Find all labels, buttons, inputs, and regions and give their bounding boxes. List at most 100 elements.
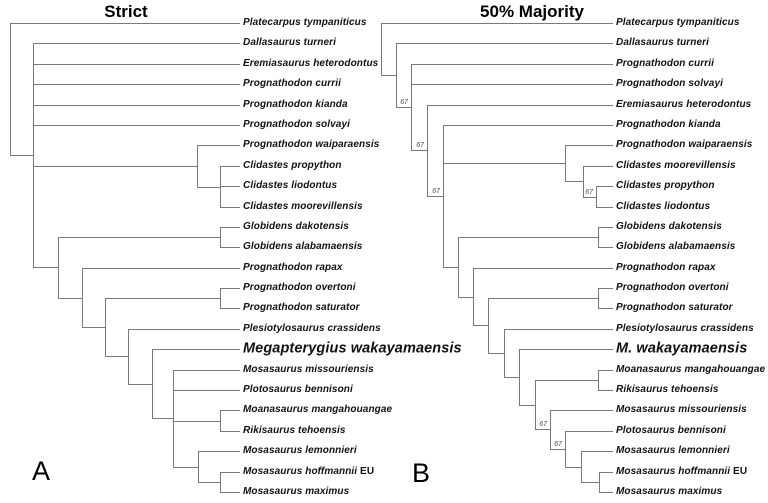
- branch-line-horizontal: [598, 308, 613, 309]
- branch-line-vertical: [599, 472, 600, 493]
- taxon-label: Prognathodon saturator: [616, 301, 733, 313]
- branch-line-horizontal: [33, 125, 240, 126]
- branch-line-vertical: [535, 380, 536, 431]
- branch-line-vertical: [33, 43, 34, 269]
- taxon-label: Mosasaurus hoffmannii EU: [243, 465, 375, 477]
- taxon-label: Prognathodon kianda: [616, 118, 721, 130]
- branch-line-horizontal: [10, 23, 240, 24]
- branch-line-horizontal: [173, 420, 221, 422]
- taxon-label: Prognathodon rapax: [243, 261, 343, 273]
- taxon-label: Moanasaurus mangahouangae: [243, 403, 393, 415]
- taxon-label: Clidastes liodontus: [616, 200, 711, 212]
- branch-line-horizontal: [598, 247, 613, 248]
- branch-line-vertical: [565, 145, 566, 183]
- branch-line-horizontal: [381, 75, 397, 77]
- branch-line-vertical: [550, 410, 551, 450]
- branch-line-horizontal: [583, 166, 613, 167]
- taxon-label: Prognathodon currii: [616, 57, 715, 69]
- branch-line-horizontal: [33, 105, 240, 106]
- branch-line-horizontal: [82, 268, 240, 269]
- taxon-label: Mosasaurus lemonnieri: [616, 444, 730, 456]
- branch-line-horizontal: [519, 404, 536, 406]
- branch-line-horizontal: [596, 207, 613, 208]
- branch-line-horizontal: [519, 349, 613, 350]
- branch-line-vertical: [10, 23, 11, 157]
- branch-line-horizontal: [443, 266, 459, 268]
- branch-line-horizontal: [443, 163, 566, 165]
- branch-line-horizontal: [197, 186, 221, 188]
- branch-line-vertical: [198, 451, 199, 483]
- panel-letter-b: B: [412, 458, 431, 488]
- branch-line-horizontal: [598, 370, 613, 371]
- branch-line-horizontal: [152, 349, 240, 350]
- branch-line-horizontal: [565, 466, 582, 468]
- branch-line-vertical: [220, 227, 221, 248]
- branch-line-horizontal: [58, 297, 83, 299]
- branch-line-vertical: [396, 43, 397, 109]
- taxon-label: Plotosaurus bennisoni: [616, 424, 726, 436]
- support-value: 67: [539, 421, 547, 429]
- branch-line-vertical: [598, 370, 599, 391]
- branch-line-vertical: [220, 410, 221, 432]
- branch-line-vertical: [411, 64, 412, 152]
- branch-line-horizontal: [565, 145, 613, 146]
- taxon-label: Eremiasaurus heterodontus: [616, 98, 752, 110]
- branch-line-vertical: [220, 472, 221, 493]
- taxon-label: Platecarpus tympaniticus: [616, 16, 740, 28]
- taxon-label: Clidastes moorevillensis: [243, 200, 363, 212]
- branch-line-horizontal: [458, 237, 599, 238]
- branch-line-vertical: [173, 370, 174, 468]
- taxon-label: Eremiasaurus heterodontus: [243, 57, 379, 69]
- branch-line-horizontal: [581, 451, 613, 452]
- branch-line-horizontal: [33, 64, 240, 65]
- branch-line-vertical: [105, 298, 106, 358]
- panel-title-strict: Strict: [104, 2, 148, 21]
- taxon-label: Prognathodon waiparaensis: [616, 138, 753, 150]
- branch-line-horizontal: [504, 376, 520, 378]
- taxon-label: Plesiotylosaurus crassidens: [243, 322, 381, 334]
- taxon-label: Rikisaurus tehoensis: [616, 383, 719, 395]
- branch-line-horizontal: [220, 166, 240, 167]
- branch-line-horizontal: [128, 329, 240, 330]
- taxon-label: Mosasaurus missouriensis: [616, 403, 747, 415]
- panel-title-majority: 50% Majority: [480, 2, 584, 21]
- branch-line-horizontal: [598, 288, 613, 289]
- support-value: 67: [585, 188, 593, 196]
- taxon-label: Prognathodon rapax: [616, 261, 716, 273]
- branch-line-horizontal: [550, 410, 613, 411]
- taxon-label: Megapterygius wakayamaensis: [243, 340, 462, 357]
- branch-line-horizontal: [396, 107, 412, 109]
- branch-line-horizontal: [411, 84, 613, 85]
- branch-line-vertical: [220, 288, 221, 309]
- branch-line-horizontal: [504, 329, 613, 330]
- taxon-label: Dallasaurus turneri: [616, 36, 710, 48]
- branch-line-vertical: [443, 125, 444, 268]
- taxon-label: Mosasaurus lemonnieri: [243, 444, 357, 456]
- branch-line-vertical: [473, 268, 474, 327]
- branch-line-horizontal: [198, 451, 240, 452]
- branch-line-vertical: [598, 288, 599, 309]
- branch-line-horizontal: [535, 380, 599, 381]
- branch-line-horizontal: [33, 43, 240, 44]
- branch-line-horizontal: [473, 268, 613, 269]
- branch-line-horizontal: [458, 296, 474, 298]
- branch-line-vertical: [504, 329, 505, 378]
- taxon-label: Dallasaurus turneri: [243, 36, 337, 48]
- branch-line-horizontal: [173, 370, 240, 371]
- branch-line-horizontal: [443, 125, 613, 126]
- branch-line-vertical: [197, 145, 198, 188]
- branch-line-horizontal: [105, 298, 221, 299]
- branch-line-vertical: [427, 105, 428, 197]
- branch-line-horizontal: [10, 155, 34, 157]
- branch-line-horizontal: [535, 429, 551, 431]
- taxon-label: Mosasaurus maximus: [243, 485, 350, 497]
- branch-line-horizontal: [220, 308, 240, 309]
- branch-line-horizontal: [488, 352, 505, 354]
- taxon-label: Mosasaurus maximus: [616, 485, 723, 497]
- branch-line-vertical: [458, 237, 459, 298]
- taxon-label: Prognathodon solvayi: [243, 118, 351, 130]
- branch-line-vertical: [598, 227, 599, 248]
- taxon-label: Prognathodon currii: [243, 77, 342, 89]
- taxon-label: Prognathodon solvayi: [616, 77, 724, 89]
- branch-line-horizontal: [220, 207, 240, 208]
